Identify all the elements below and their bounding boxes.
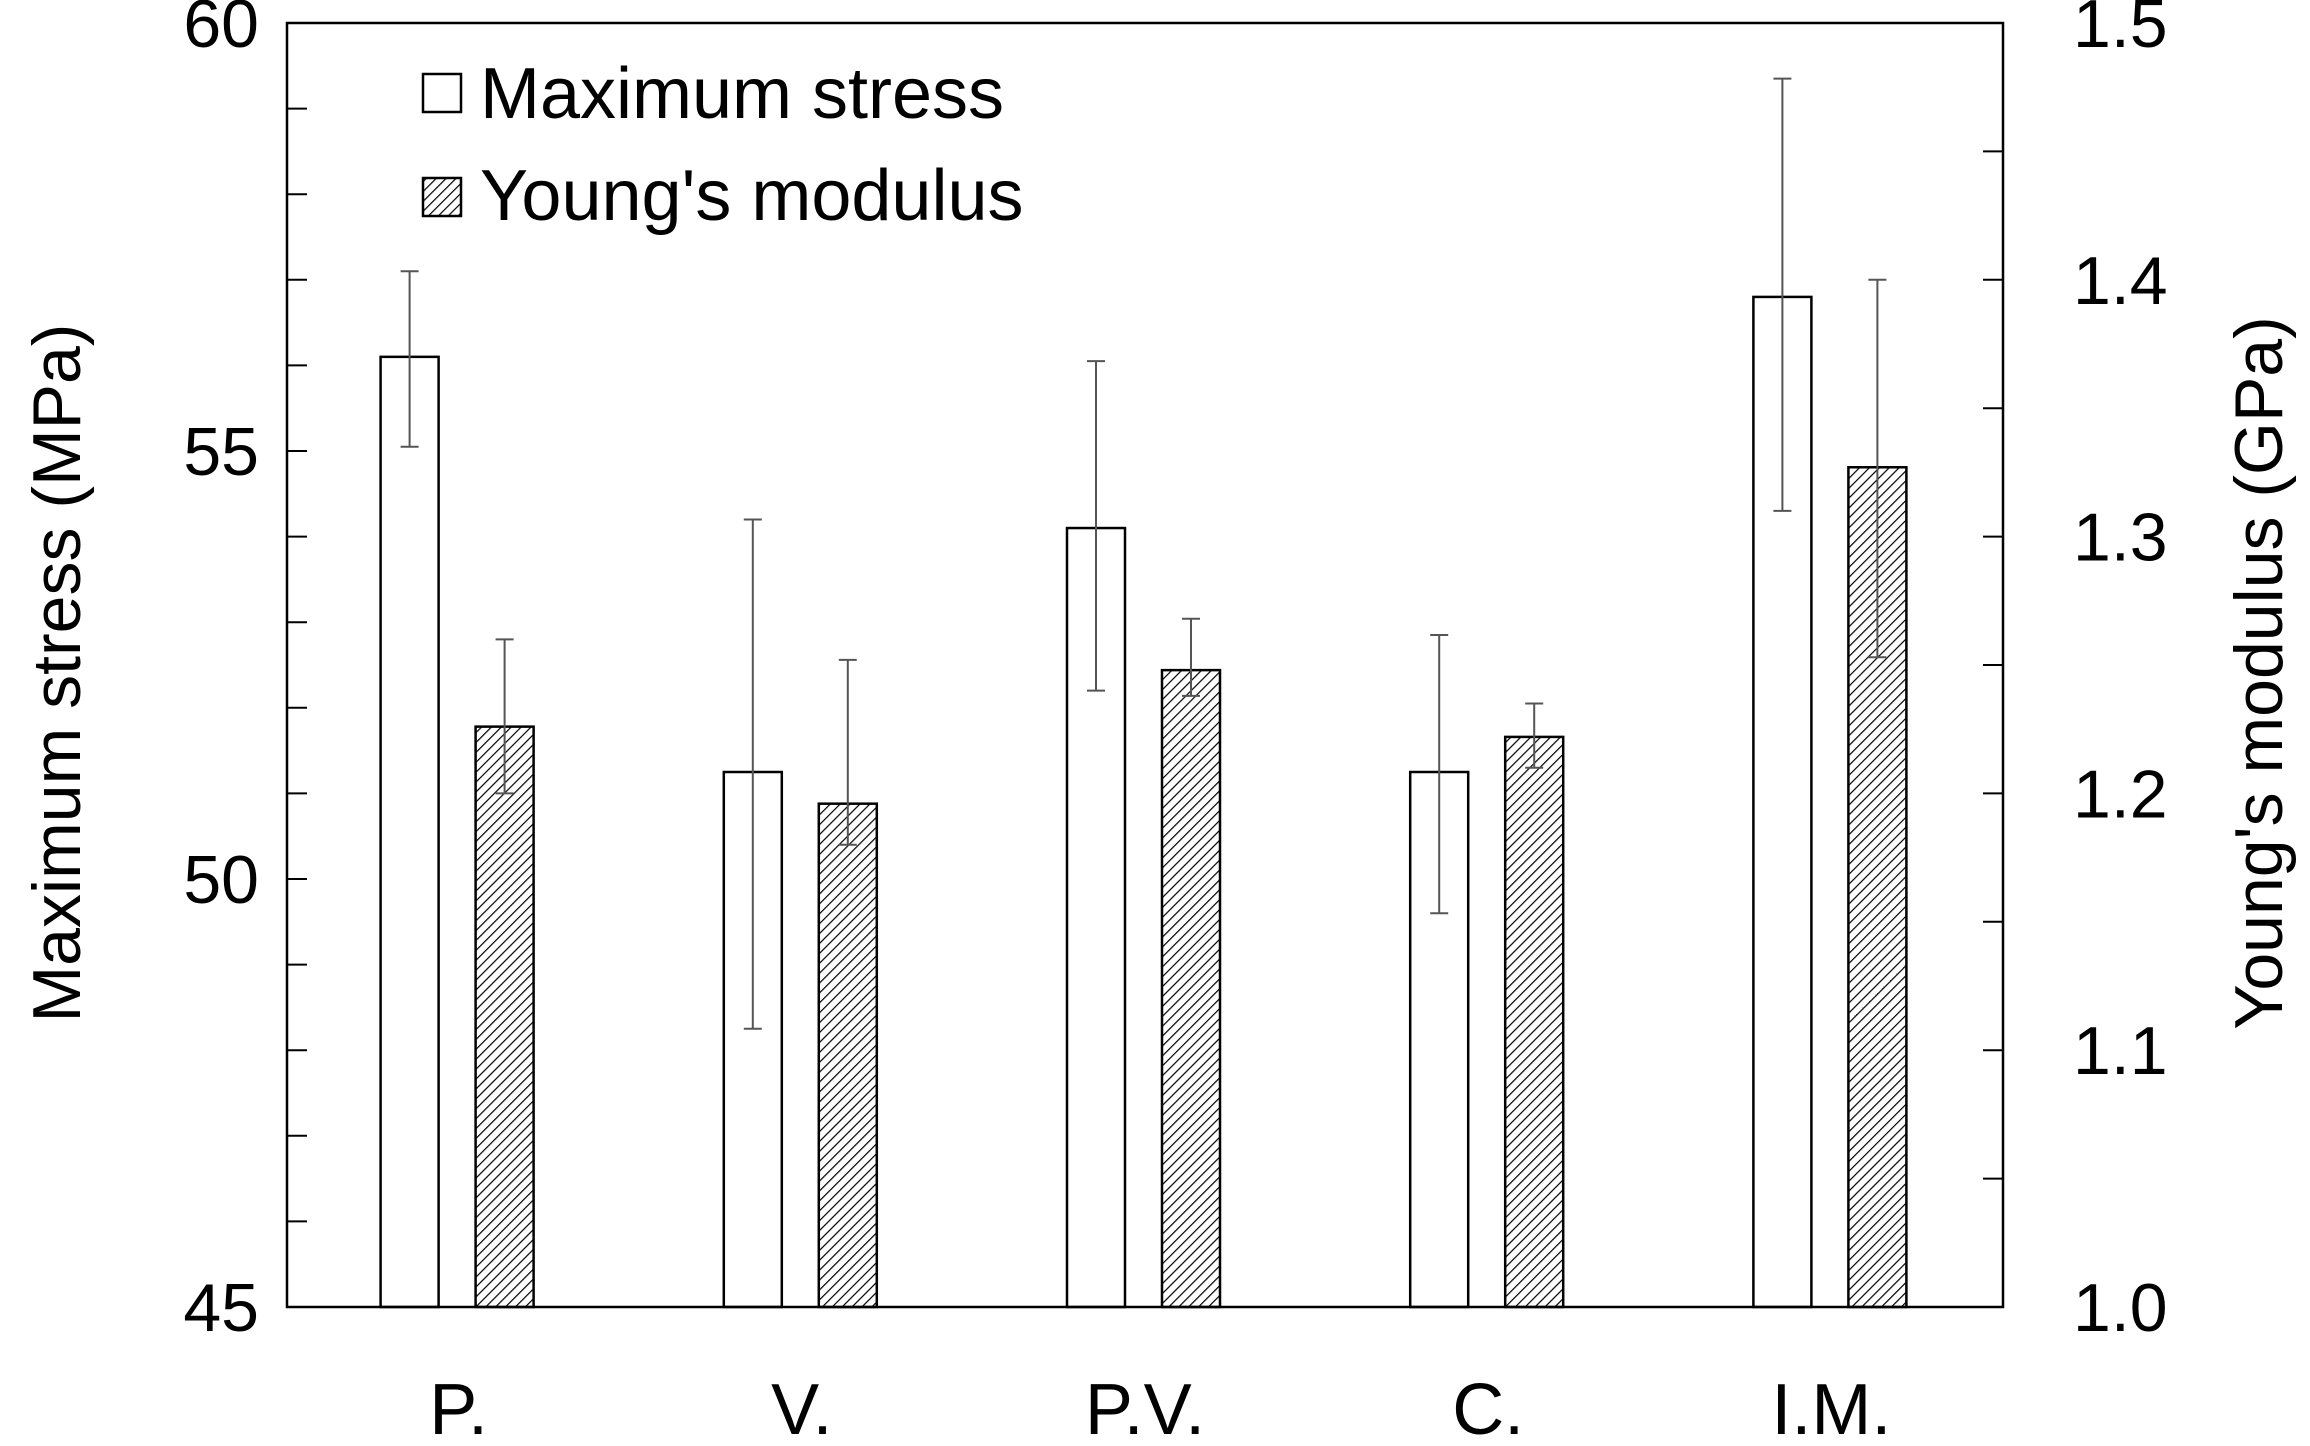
category-label-p: P. [429,1370,488,1446]
left-tick-label: 50 [183,842,259,918]
bar-young-s-modulus-v [817,802,879,1309]
right-tick-label: 1.1 [2073,1013,2168,1089]
right-axis-title: Young's modulus (GPa) [2221,316,2297,1030]
bar-maximum-stress-p [379,355,440,1309]
left-tick-label: 45 [183,1270,259,1346]
left-axis-title: Maximum stress (MPa) [19,324,95,1023]
category-label-c: C. [1452,1370,1524,1446]
right-tick-label: 1.0 [2073,1270,2168,1346]
right-tick-label: 1.2 [2073,756,2168,832]
category-label-v: V. [771,1370,832,1446]
right-axis-ticks: 1.0 1.1 1.2 1.3 1.4 1.5 [1983,0,2168,1346]
bar-young-s-modulus-c [1503,735,1565,1309]
bar-maximum-stress-i-m [1752,295,1813,1309]
right-tick-label: 1.3 [2073,500,2168,576]
bar-young-s-modulus-p-v [1160,668,1222,1309]
category-label-i-m: I.M. [1771,1370,1891,1446]
category-labels: P. V. P.V. C. I.M. [429,1370,1891,1446]
legend: Maximum stress Young's modulus [421,54,1023,236]
bar-young-s-modulus-p [474,725,535,1309]
legend-swatch-youngs-modulus [421,176,463,218]
bars-layer [379,295,1908,1309]
legend-label-youngs-modulus: Young's modulus [480,156,1023,236]
left-axis-ticks: 45 50 55 60 [183,0,307,1346]
category-label-p-v: P.V. [1085,1370,1205,1446]
right-tick-label: 1.4 [2073,243,2168,319]
left-tick-label: 60 [183,0,259,62]
left-tick-label: 55 [183,414,259,490]
error-bars-layer [400,77,1887,1030]
legend-label-maximum-stress: Maximum stress [480,54,1004,134]
legend-swatch-maximum-stress [421,72,463,114]
right-tick-label: 1.5 [2073,0,2168,62]
